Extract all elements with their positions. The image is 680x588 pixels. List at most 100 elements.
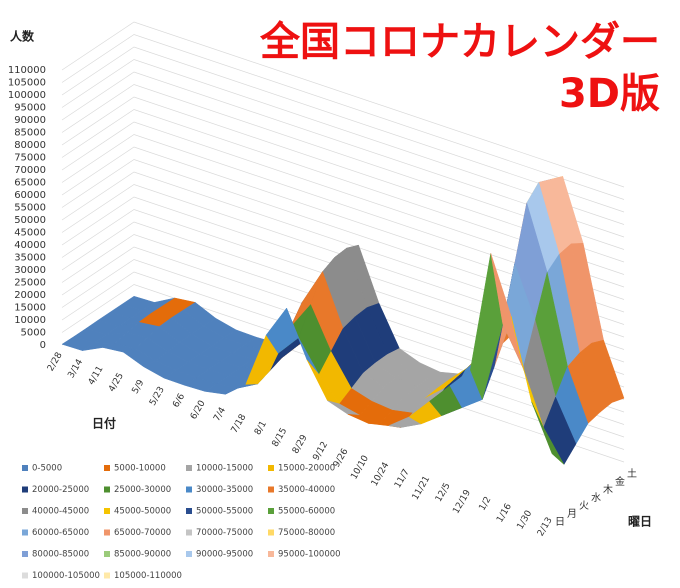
legend-swatch [22, 572, 28, 579]
y-tick-label: 45000 [14, 228, 46, 239]
legend-label: 70000-75000 [196, 528, 253, 538]
grid-line [61, 196, 625, 363]
legend-swatch [268, 508, 274, 514]
y-tick-label: 100000 [8, 90, 46, 101]
x-tick-label: 8/1 [253, 420, 269, 438]
x-tick-label: 1/30 [516, 509, 535, 532]
legend-swatch [104, 465, 110, 471]
grid-line [61, 259, 625, 425]
legend-label: 10000-15000 [196, 464, 253, 474]
depth-tick-label: 火 [579, 500, 589, 512]
grid-line [61, 146, 625, 313]
legend-label: 85000-90000 [114, 550, 171, 560]
legend-swatch [22, 508, 28, 514]
y-tick-label: 50000 [14, 215, 46, 226]
legend-label: 5000-10000 [114, 464, 166, 474]
grid-line [61, 221, 625, 388]
grid-line [61, 46, 625, 213]
x-tick-label: 2/13 [536, 516, 555, 539]
y-tick-label: 0 [40, 340, 46, 351]
legend-swatch [268, 465, 274, 471]
legend-label: 50000-55000 [196, 507, 253, 517]
grid-line [61, 121, 625, 288]
y-tick-label: 15000 [14, 303, 46, 314]
grid-line [61, 96, 625, 263]
x-tick-label: 9/12 [311, 440, 330, 463]
x-tick-label: 8/15 [271, 426, 290, 449]
legend-label: 60000-65000 [32, 528, 89, 538]
y-tick-label: 105000 [8, 78, 46, 89]
depth-tick-label: 金 [615, 475, 625, 488]
legend-label: 45000-50000 [114, 507, 171, 517]
legend-label: 20000-25000 [32, 485, 89, 495]
x-tick-label: 11/21 [411, 475, 433, 502]
y-tick-label: 110000 [8, 65, 46, 76]
grid-line [61, 84, 625, 250]
legend-label: 95000-100000 [278, 550, 341, 560]
depth-tick-label: 月 [567, 508, 577, 520]
legend-label: 15000-20000 [278, 464, 335, 474]
y-tick-label: 60000 [14, 190, 46, 201]
grid-line [61, 234, 625, 400]
x-tick-label: 4/11 [87, 365, 106, 388]
y-tick-label: 75000 [14, 153, 46, 164]
y-tick-label: 90000 [14, 115, 46, 126]
legend-label: 55000-60000 [278, 507, 335, 517]
chart-title: 全国コロナカレンダー [259, 19, 660, 65]
x-tick-label: 1/2 [478, 495, 494, 513]
legend-swatch [104, 508, 110, 514]
x-tick-label: 10/10 [349, 454, 371, 482]
legend-label: 105000-110000 [114, 571, 182, 581]
grid-line [61, 34, 625, 200]
grid-line [61, 109, 625, 275]
legend-swatch [22, 486, 28, 493]
x-tick-label: 5/9 [131, 378, 147, 396]
legend-label: 65000-70000 [114, 528, 171, 538]
x-axis-title: 日付 [92, 416, 116, 431]
depth-tick-label: 水 [591, 492, 601, 504]
x-tick-label: 7/18 [230, 412, 249, 435]
x-tick-label: 1/16 [495, 502, 514, 525]
grid-line [61, 71, 625, 238]
x-tick-label: 12/5 [434, 481, 453, 504]
x-tick-label: 4/25 [107, 371, 126, 394]
legend-swatch [22, 529, 28, 536]
grid-line [61, 209, 625, 375]
grid-line [61, 21, 625, 188]
y-tick-label: 55000 [14, 203, 46, 214]
grid-line [61, 159, 625, 325]
surface-cell [531, 401, 565, 465]
x-tick-label: 5/23 [148, 385, 167, 408]
grid-line [61, 59, 625, 225]
legend-swatch [186, 465, 192, 471]
y-tick-label: 30000 [14, 265, 46, 276]
legend-label: 35000-40000 [278, 485, 335, 495]
y-tick-label: 70000 [14, 165, 46, 176]
grid-line [61, 171, 625, 338]
grid-line [61, 184, 625, 350]
legend-swatch [104, 486, 110, 493]
x-tick-label: 7/4 [212, 406, 228, 424]
legend-label: 90000-95000 [196, 550, 253, 560]
x-tick-label: 11/7 [393, 468, 412, 491]
legend-swatch [186, 508, 192, 514]
legend-label: 40000-45000 [32, 507, 89, 517]
legend-label: 75000-80000 [278, 528, 335, 538]
y-tick-label: 80000 [14, 140, 46, 151]
y-tick-label: 95000 [14, 103, 46, 114]
x-tick-label: 10/24 [370, 461, 392, 489]
y-tick-label: 85000 [14, 128, 46, 139]
chart-subtitle: 3D版 [559, 71, 660, 117]
legend-label: 30000-35000 [196, 485, 253, 495]
legend-label: 100000-105000 [32, 571, 100, 581]
y-tick-label: 35000 [14, 253, 46, 264]
depth-tick-label: 土 [627, 467, 637, 480]
legend-swatch [268, 529, 274, 536]
y-axis-title: 人数 [10, 29, 35, 44]
legend-swatch [268, 486, 274, 493]
legend-label: 25000-30000 [114, 485, 171, 495]
x-tick-label: 8/29 [291, 433, 310, 456]
x-tick-label: 12/19 [451, 488, 473, 516]
x-tick-label: 2/28 [46, 351, 65, 374]
